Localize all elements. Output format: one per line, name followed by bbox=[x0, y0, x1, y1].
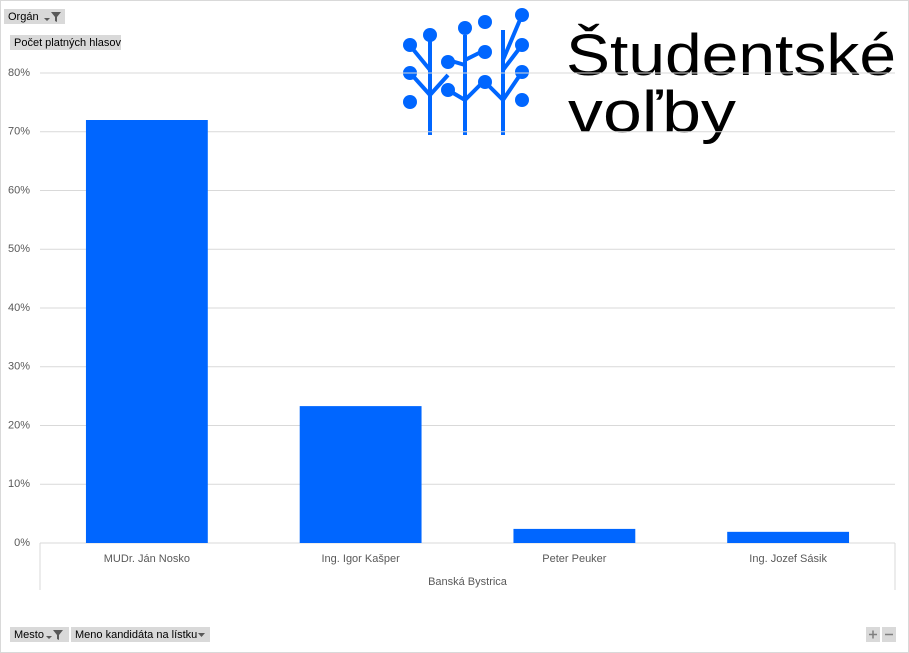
button-label: Orgán bbox=[8, 11, 39, 23]
button-label: Meno kandidáta na lístku bbox=[75, 629, 197, 641]
bar bbox=[727, 531, 850, 543]
y-tick-label: 80% bbox=[8, 67, 30, 79]
x-tick-label: Ing. Jozef Sásik bbox=[749, 553, 827, 565]
x-tick-label: Ing. Igor Kašper bbox=[321, 553, 400, 565]
logo-text: Študentské bbox=[566, 23, 896, 88]
axis-field-button[interactable]: Mesto bbox=[10, 627, 69, 642]
logo-text: voľby bbox=[568, 80, 736, 145]
y-tick-label: 30% bbox=[8, 361, 30, 373]
bar bbox=[85, 120, 208, 543]
x-tick-label: MUDr. Ján Nosko bbox=[104, 553, 190, 565]
bar bbox=[513, 528, 636, 543]
axis-field-button[interactable]: Meno kandidáta na lístku bbox=[71, 627, 210, 642]
value-field-button[interactable]: Počet platných hlasov bbox=[10, 35, 122, 50]
y-tick-label: 0% bbox=[14, 537, 30, 549]
dropdown-icon bbox=[198, 633, 205, 637]
y-tick-label: 10% bbox=[8, 478, 30, 490]
button-label: Počet platných hlasov bbox=[14, 37, 122, 49]
filter-button[interactable]: Orgán bbox=[4, 9, 65, 24]
bar bbox=[299, 406, 422, 543]
logo-dots bbox=[403, 8, 529, 109]
logo-icon bbox=[410, 14, 524, 135]
y-tick-label: 50% bbox=[8, 243, 30, 255]
collapse-button[interactable] bbox=[882, 627, 896, 642]
button-label: Mesto bbox=[14, 629, 44, 641]
x-tick-label: Peter Peuker bbox=[542, 553, 607, 565]
y-tick-label: 70% bbox=[8, 126, 30, 138]
filter-icon bbox=[44, 12, 61, 22]
y-tick-label: 20% bbox=[8, 419, 30, 431]
y-tick-label: 60% bbox=[8, 184, 30, 196]
expand-button[interactable] bbox=[866, 627, 880, 642]
y-tick-label: 40% bbox=[8, 302, 30, 314]
group-label: Banská Bystrica bbox=[428, 576, 508, 588]
filter-icon bbox=[46, 630, 63, 640]
